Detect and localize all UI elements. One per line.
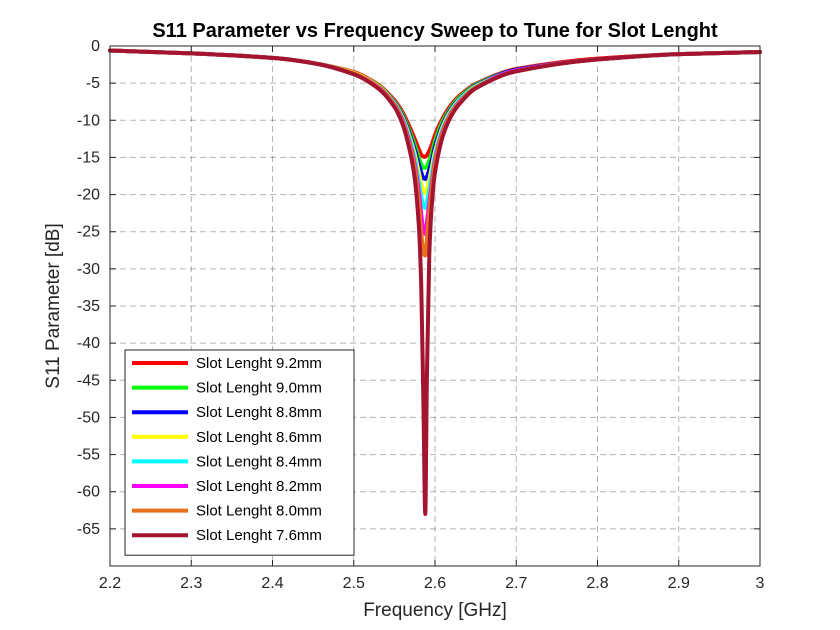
- legend-entry-label: Slot Lenght 8.8mm: [196, 404, 322, 421]
- x-tick-label: 2.8: [586, 575, 608, 592]
- y-tick-label: -45: [77, 372, 100, 389]
- legend-entry-label: Slot Lenght 7.6mm: [196, 527, 322, 544]
- y-tick-label: -35: [77, 298, 100, 315]
- y-tick-label: 0: [91, 38, 100, 55]
- x-tick-label: 2.3: [180, 575, 202, 592]
- x-tick-label: 2.5: [343, 575, 365, 592]
- grid: [110, 46, 760, 566]
- x-tick-label: 2.6: [424, 575, 446, 592]
- legend-entry-label: Slot Lenght 8.2mm: [196, 478, 322, 495]
- legend-entry-label: Slot Lenght 9.0mm: [196, 380, 322, 397]
- legend-entry-label: Slot Lenght 8.6mm: [196, 429, 322, 446]
- y-axis-title: S11 Parameter [dB]: [43, 223, 64, 388]
- legend-entry-label: Slot Lenght 8.0mm: [196, 503, 322, 520]
- y-tick-label: -65: [77, 521, 100, 538]
- y-tick-label: -15: [77, 149, 100, 166]
- series-lines: [108, 48, 762, 516]
- y-tick-label: -50: [77, 409, 100, 426]
- y-tick-label: -60: [77, 484, 100, 501]
- x-tick-label: 2.9: [668, 575, 690, 592]
- y-tick-label: -20: [77, 187, 100, 204]
- y-tick-label: -40: [77, 335, 100, 352]
- x-tick-label: 2.7: [505, 575, 527, 592]
- y-tick-label: -25: [77, 224, 100, 241]
- y-tick-label: -10: [77, 112, 100, 129]
- x-axis-title: Frequency [GHz]: [363, 600, 507, 621]
- legend: Slot Lenght 9.2mm Slot Lenght 9.0mm Slot L…: [124, 349, 355, 556]
- legend-entry-label: Slot Lenght 9.2mm: [196, 355, 322, 372]
- x-tick-label: 2.2: [99, 575, 121, 592]
- legend-entry-label: Slot Lenght 8.4mm: [196, 453, 322, 470]
- y-tick-label: -30: [77, 261, 100, 278]
- x-tick-label: 3: [756, 575, 765, 592]
- y-tick-label: -5: [86, 75, 100, 92]
- axis-ticks: 2.2 2.3 2.4 2.5 2.6 2.7 2.8 2.9 3 0 -5 -10 -15 -20 -25…: [77, 38, 765, 592]
- x-tick-label: 2.4: [261, 575, 283, 592]
- chart-title: S11 Parameter vs Frequency Sweep to Tune…: [152, 20, 718, 42]
- y-tick-label: -55: [77, 447, 100, 464]
- series-line-8: [108, 48, 762, 516]
- legend-box: [124, 349, 355, 556]
